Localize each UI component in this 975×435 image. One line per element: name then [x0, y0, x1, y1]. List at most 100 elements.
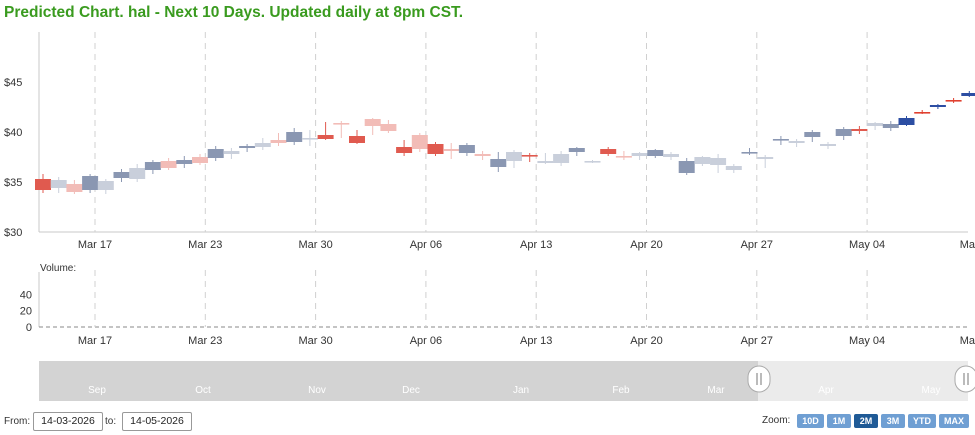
candle [144, 160, 161, 174]
volume-tick-label: 40 [20, 289, 32, 301]
candle [223, 148, 240, 159]
candle [160, 158, 177, 170]
candle-body [144, 162, 161, 170]
candle [506, 150, 522, 168]
navigator-month-label: Mar [707, 385, 725, 396]
candle [192, 154, 208, 165]
candle [945, 98, 962, 103]
volume-x-tick-label: Mar 17 [78, 335, 112, 347]
candle-body [835, 129, 852, 136]
candle [396, 140, 413, 156]
candle-body [317, 135, 334, 139]
candle-body [474, 154, 491, 156]
candle [380, 120, 397, 133]
candle [521, 153, 538, 162]
navigator-handle-body[interactable] [954, 365, 975, 393]
candle-body [678, 161, 695, 173]
candle [427, 142, 444, 156]
candle [176, 156, 193, 168]
candle [584, 160, 601, 163]
candle [301, 130, 318, 146]
from-label: From: [4, 416, 31, 427]
candle-body [286, 132, 303, 142]
candle [882, 121, 899, 131]
zoom-ytd-button[interactable]: YTD [908, 414, 936, 428]
candle-body [521, 155, 538, 157]
candle-body [82, 176, 99, 190]
volume-x-tick-label: May 11 [960, 335, 975, 347]
candle [615, 151, 632, 160]
candle [490, 152, 507, 172]
candle [50, 177, 67, 193]
price-tick-label: $35 [4, 177, 22, 189]
volume-tick-label: 0 [26, 322, 32, 334]
candle [631, 152, 648, 160]
candle-body [553, 154, 570, 163]
x-tick-label: Mar 23 [188, 239, 222, 251]
navigator-month-label: Feb [612, 385, 630, 396]
candle-body [741, 152, 758, 154]
candle [66, 180, 83, 194]
candle-body [443, 149, 460, 151]
candle-body [961, 93, 975, 96]
zoom-3m-button[interactable]: 3M [881, 414, 905, 428]
zoom-2m-button[interactable]: 2M [854, 414, 878, 428]
candle-body [427, 144, 444, 154]
candle-body [725, 166, 742, 170]
candle [317, 122, 334, 140]
candle-body [615, 156, 632, 158]
candle [757, 155, 774, 168]
candle [914, 110, 931, 114]
volume-x-tick-label: May 04 [849, 335, 885, 347]
x-tick-label: May 11 [960, 239, 975, 251]
candle [553, 151, 570, 166]
candle-body [851, 129, 868, 131]
navigator-selected-range[interactable] [758, 361, 968, 401]
candle [961, 91, 975, 97]
to-label: to: [105, 416, 117, 427]
volume-label: Volume: [40, 263, 76, 274]
navigator-handle-body[interactable] [747, 365, 771, 393]
candle-body [129, 168, 146, 179]
navigator-left-handle[interactable] [747, 365, 771, 393]
candle [411, 133, 428, 152]
candle-body [882, 124, 899, 128]
candle-body [631, 153, 648, 156]
to-date-input[interactable]: 14-05-2026 [122, 412, 192, 431]
candle-body [490, 159, 507, 167]
candle-body [239, 146, 256, 148]
candle [820, 142, 836, 149]
candle [898, 116, 915, 126]
candle-body [788, 141, 805, 143]
x-tick-label: Apr 06 [410, 239, 442, 251]
zoom-max-button[interactable]: MAX [939, 414, 969, 428]
candle [239, 144, 256, 152]
candle [333, 121, 350, 138]
candle-body [757, 157, 774, 159]
candle [35, 174, 51, 193]
volume-x-tick-label: Apr 13 [520, 335, 552, 347]
candle-body [66, 184, 83, 192]
navigator-month-label: Sep [88, 385, 106, 396]
zoom-1m-button[interactable]: 1M [827, 414, 851, 428]
candle [286, 128, 303, 145]
candle-body [349, 136, 365, 143]
navigator-month-label: Jan [513, 385, 529, 396]
candle-body [820, 144, 836, 146]
candle-body [396, 147, 413, 153]
zoom-10d-button[interactable]: 10D [797, 414, 824, 428]
volume-x-tick-label: Apr 06 [410, 335, 442, 347]
from-date-input[interactable]: 14-03-2026 [33, 412, 103, 431]
price-tick-label: $40 [4, 127, 22, 139]
navigator-right-handle[interactable] [954, 365, 975, 393]
candle [851, 126, 868, 134]
navigator-month-label: Dec [402, 385, 420, 396]
x-tick-label: Mar 30 [298, 239, 332, 251]
candle [207, 146, 224, 161]
zoom-label: Zoom: [762, 415, 791, 426]
candle [929, 104, 946, 109]
candle [600, 147, 617, 156]
candle-body [192, 157, 208, 163]
candle [694, 156, 711, 166]
candle [458, 143, 475, 156]
